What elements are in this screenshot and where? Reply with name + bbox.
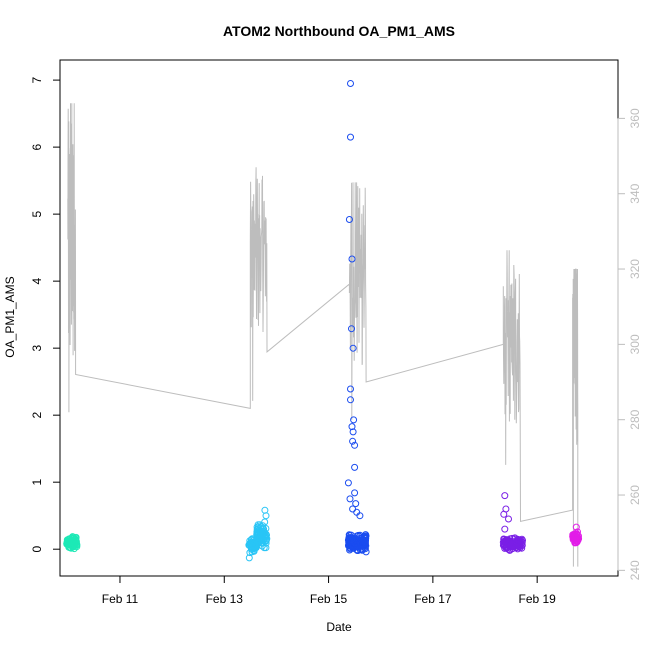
data-point [262, 512, 270, 520]
data-point [255, 535, 262, 543]
data-point [259, 522, 267, 530]
data-point [66, 535, 74, 543]
data-point [572, 523, 580, 531]
y-tick-label: 4 [30, 277, 44, 284]
data-point [356, 512, 364, 520]
data-point [500, 510, 508, 518]
y-tick-label: 2 [30, 412, 44, 419]
data-point [574, 528, 581, 536]
data-point [349, 505, 357, 513]
secondary-series-layer [67, 103, 579, 567]
data-point [248, 548, 256, 556]
data-point [352, 500, 360, 508]
data-point [351, 441, 359, 449]
data-point [350, 416, 358, 424]
data-point [351, 463, 359, 471]
scatter-points-layer [63, 80, 583, 562]
y2-tick-label: 300 [628, 334, 642, 354]
x-tick-label: Feb 19 [518, 592, 556, 606]
y2-tick-label: 360 [628, 108, 642, 128]
y-tick-label: 6 [30, 143, 44, 150]
data-point [260, 544, 268, 552]
data-point [245, 554, 253, 562]
y2-tick-label: 260 [628, 485, 642, 505]
y2-tick-label: 320 [628, 259, 642, 279]
data-point [517, 537, 525, 545]
data-point [501, 492, 509, 500]
data-point [362, 534, 370, 542]
data-point [261, 518, 269, 526]
data-point [72, 540, 80, 548]
x-tick-label: Feb 17 [414, 592, 452, 606]
data-point [515, 536, 523, 544]
data-point [362, 548, 370, 556]
x-tick-label: Feb 11 [102, 592, 139, 606]
y2-tick-label: 340 [628, 183, 642, 203]
axes-layer: Feb 11 Feb 13 Feb 15 Feb 17 Feb 19 0 1 2 3 4 5 6 7 24… [30, 76, 642, 606]
y-tick-label: 1 [30, 479, 44, 486]
data-point [66, 543, 74, 551]
data-point [262, 530, 270, 538]
x-tick-label: Feb 15 [310, 592, 348, 606]
data-point [345, 216, 353, 223]
data-point [344, 479, 352, 487]
y2-tick-label: 280 [628, 409, 642, 429]
data-point [346, 495, 354, 503]
y2-tick-label: 240 [628, 560, 642, 580]
data-point [65, 536, 73, 544]
data-point [349, 428, 357, 436]
plot-frame [59, 59, 619, 577]
data-point [348, 255, 356, 263]
data-point [361, 545, 369, 553]
y-tick-label: 0 [30, 546, 44, 553]
data-point [505, 515, 512, 523]
data-point [255, 539, 262, 547]
data-point [503, 537, 511, 545]
data-point [348, 536, 355, 544]
data-point [72, 533, 80, 541]
data-point [509, 541, 517, 549]
y-axis-label: OA_PM1_AMS [3, 276, 17, 357]
data-point [349, 344, 357, 352]
x-axis-label: Date [326, 620, 352, 634]
x-tick-label: Feb 13 [206, 592, 244, 606]
data-point [347, 396, 354, 404]
data-point [347, 385, 354, 393]
y-tick-label: 3 [30, 344, 44, 351]
data-point [351, 489, 359, 497]
data-point [518, 544, 526, 552]
chart-title: ATOM2 Northbound OA_PM1_AMS [223, 23, 455, 39]
secondary-series-line [67, 103, 579, 567]
data-point [348, 423, 356, 431]
y-tick-label: 5 [30, 210, 44, 217]
y-tick-label: 7 [30, 76, 44, 83]
data-point [501, 525, 509, 533]
data-point [574, 535, 582, 543]
data-point [348, 325, 355, 333]
data-point [349, 437, 357, 445]
data-point [357, 540, 365, 548]
data-point [347, 80, 354, 87]
data-point [347, 133, 354, 141]
data-point [346, 537, 354, 545]
